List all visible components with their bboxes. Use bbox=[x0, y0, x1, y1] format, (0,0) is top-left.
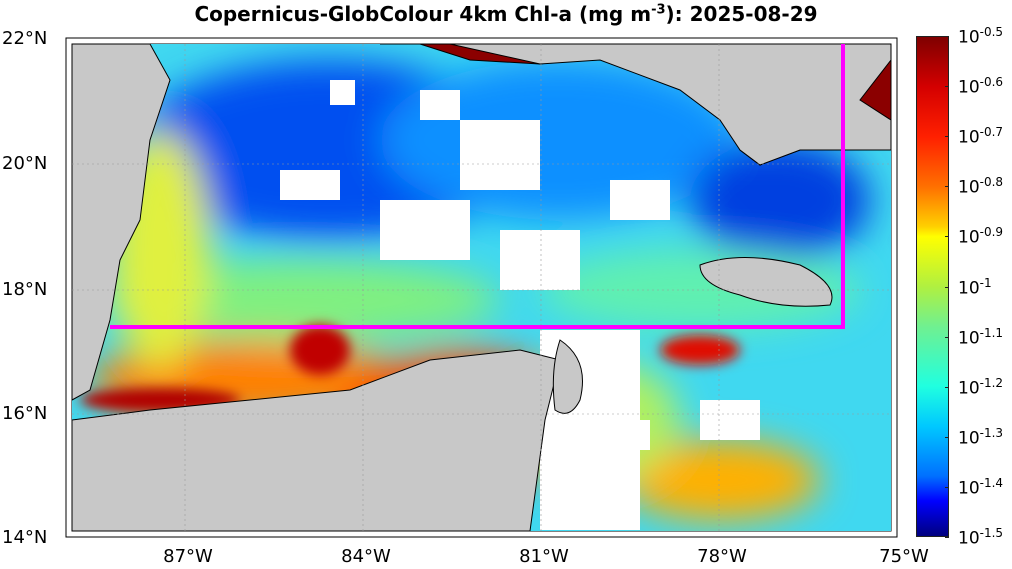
colorbar-tick bbox=[945, 336, 949, 338]
colorbar-label: 10-1 bbox=[958, 275, 992, 299]
lon-label: 81°W bbox=[519, 546, 569, 567]
colorbar-tick bbox=[945, 136, 949, 138]
colorbar-label: 10-0.6 bbox=[958, 75, 1004, 98]
lon-label: 84°W bbox=[341, 546, 391, 567]
colorbar-label: 10-1.1 bbox=[958, 325, 1004, 349]
colorbar-label: 10-0.5 bbox=[958, 25, 1004, 48]
colorbar-label: 10-1.2 bbox=[958, 375, 1004, 399]
region-box bbox=[110, 44, 845, 329]
colorbar-tick bbox=[945, 86, 949, 88]
lat-label: 18°N bbox=[2, 279, 48, 300]
colorbar-label: 10-1.3 bbox=[958, 425, 1004, 449]
chlorophyll-field bbox=[72, 44, 891, 531]
colorbar-label: 10-0.9 bbox=[958, 225, 1004, 249]
lon-label: 87°W bbox=[163, 546, 213, 567]
lon-label: 75°W bbox=[879, 546, 929, 567]
lat-label: 22°N bbox=[2, 28, 48, 49]
colorbar bbox=[916, 36, 949, 537]
map-title: Copernicus-GlobColour 4km Chl-a (mg m-3)… bbox=[194, 2, 818, 26]
no-data-patches bbox=[280, 80, 760, 530]
colorbar-tick bbox=[945, 286, 949, 288]
lat-label: 14°N bbox=[2, 527, 48, 548]
colorbar-tick bbox=[945, 186, 949, 188]
colorbar-label: 10-1.4 bbox=[958, 475, 1004, 499]
colorbar-label: 10-0.8 bbox=[958, 175, 1004, 198]
graticule bbox=[72, 44, 891, 531]
colorbar-tick bbox=[945, 436, 949, 438]
colorbar-label: 10-0.7 bbox=[958, 125, 1004, 148]
colorbar-tick bbox=[945, 537, 949, 538]
lat-label: 20°N bbox=[2, 153, 48, 174]
colorbar-tick bbox=[945, 36, 949, 37]
colorbar-label: 10-1.5 bbox=[958, 526, 1004, 549]
lat-label: 16°N bbox=[2, 403, 48, 424]
colorbar-tick bbox=[945, 386, 949, 388]
colorbar-tick bbox=[945, 236, 949, 238]
colorbar-tick bbox=[945, 486, 949, 488]
land-masses bbox=[72, 44, 891, 531]
lon-label: 78°W bbox=[697, 546, 747, 567]
